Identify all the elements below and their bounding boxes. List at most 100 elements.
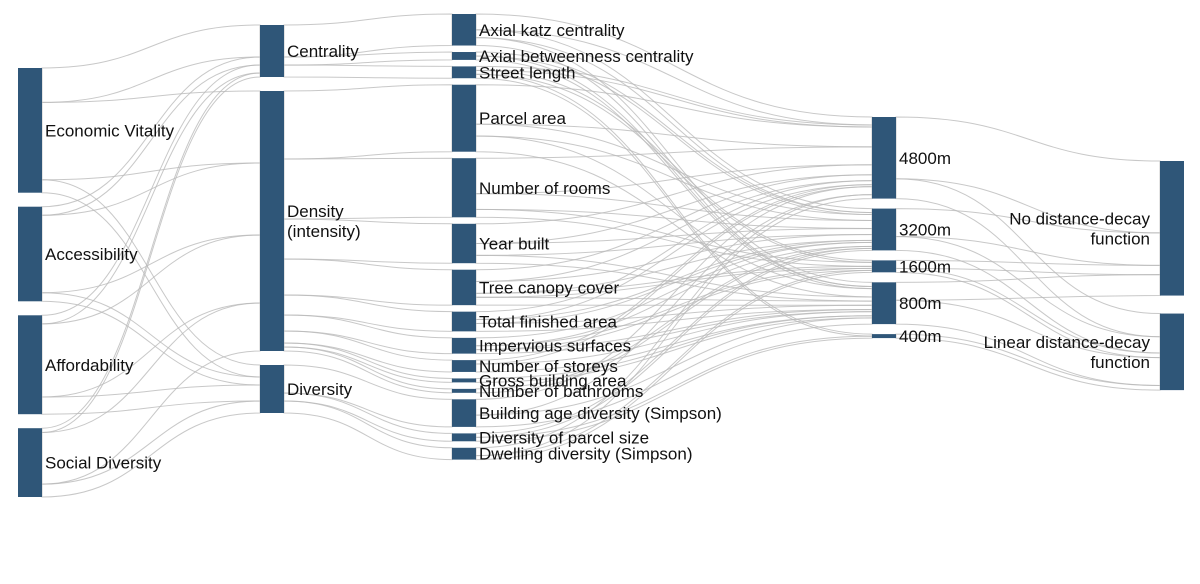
label-d1600-line-0: 1600m: [899, 257, 951, 276]
label-tcc: Tree canopy cover: [479, 278, 619, 297]
label-den-line-0: Density: [287, 202, 344, 221]
label-d400: 400m: [899, 327, 942, 346]
label-akc: Axial katz centrality: [479, 21, 625, 40]
label-ev: Economic Vitality: [45, 121, 175, 140]
labels-layer: Economic Vitality Accessibility Affordabil…: [45, 21, 1150, 473]
label-d3200-line-0: 3200m: [899, 220, 951, 239]
link-den-to-pa: [283, 84, 453, 160]
label-gba-line-0: Gross building area: [479, 371, 627, 390]
label-ev-line-0: Economic Vitality: [45, 121, 175, 140]
label-abc: Axial betweenness centrality: [479, 47, 694, 66]
node-nb: [452, 388, 476, 393]
link-den-to-tcc: [283, 258, 453, 306]
label-den-line-1: (intensity): [287, 222, 361, 241]
label-gba: Gross building area: [479, 371, 627, 390]
node-sl: [452, 66, 476, 79]
label-d1600: 1600m: [899, 257, 951, 276]
label-d4800-line-0: 4800m: [899, 149, 951, 168]
node-pa: [452, 84, 476, 152]
label-tfa-line-0: Total finished area: [479, 313, 618, 332]
label-nb-line-0: Number of bathrooms: [479, 382, 643, 401]
node-dps: [452, 433, 476, 442]
node-yb: [452, 223, 476, 264]
label-akc-line-0: Axial katz centrality: [479, 21, 625, 40]
link-den-to-nr: [283, 157, 453, 220]
node-is: [452, 337, 476, 354]
node-bad: [452, 399, 476, 427]
link-ev-to-div: [41, 179, 261, 378]
node-nodecay: [1160, 161, 1184, 296]
label-acc-line-0: Accessibility: [45, 245, 138, 264]
node-den: [260, 91, 284, 351]
label-cen: Centrality: [287, 42, 359, 61]
links-layer: [41, 13, 1161, 498]
node-ns: [452, 360, 476, 372]
label-div: Diversity: [287, 380, 353, 399]
label-sl-line-0: Street length: [479, 63, 575, 82]
label-aff: Affordability: [45, 356, 134, 375]
label-d3200: 3200m: [899, 220, 951, 239]
node-dd: [452, 447, 476, 460]
label-tfa: Total finished area: [479, 313, 618, 332]
label-nb: Number of bathrooms: [479, 382, 643, 401]
node-sd: [18, 428, 42, 497]
label-nr: Number of rooms: [479, 179, 610, 198]
node-nr: [452, 158, 476, 218]
label-d800: 800m: [899, 294, 942, 313]
label-cen-line-0: Centrality: [287, 42, 359, 61]
node-div: [260, 365, 284, 413]
label-d4800: 4800m: [899, 149, 951, 168]
label-sl: Street length: [479, 63, 575, 82]
label-acc: Accessibility: [45, 245, 138, 264]
label-bad: Building age diversity (Simpson): [479, 404, 722, 423]
label-div-line-0: Diversity: [287, 380, 353, 399]
label-aff-line-0: Affordability: [45, 356, 134, 375]
link-ev-to-cen: [41, 24, 261, 103]
label-nr-line-0: Number of rooms: [479, 179, 610, 198]
label-yb-line-0: Year built: [479, 235, 550, 254]
label-ns-line-0: Number of storeys: [479, 357, 618, 376]
label-is-line-0: Impervious surfaces: [479, 337, 631, 356]
node-acc: [18, 206, 42, 302]
label-nodecay-line-0: No distance-decay: [1009, 209, 1150, 228]
node-d800: [872, 282, 896, 325]
node-d1600: [872, 260, 896, 273]
node-ev: [18, 68, 42, 193]
label-is: Impervious surfaces: [479, 337, 631, 356]
node-akc: [452, 14, 476, 46]
label-nodecay-line-1: function: [1090, 229, 1150, 248]
node-cen: [260, 25, 284, 77]
node-lindecay: [1160, 313, 1184, 391]
label-abc-line-0: Axial betweenness centrality: [479, 47, 694, 66]
label-dps-line-0: Diversity of parcel size: [479, 428, 649, 447]
label-pa: Parcel area: [479, 109, 566, 128]
link-cen-to-sl: [283, 64, 453, 79]
label-d800-line-0: 800m: [899, 294, 942, 313]
label-ns: Number of storeys: [479, 357, 618, 376]
label-sd-line-0: Social Diversity: [45, 454, 162, 473]
node-gba: [452, 378, 476, 383]
label-lindecay-line-1: function: [1090, 353, 1150, 372]
label-d400-line-0: 400m: [899, 327, 942, 346]
node-abc: [452, 52, 476, 60]
label-tcc-line-0: Tree canopy cover: [479, 278, 619, 297]
label-dd-line-0: Dwelling diversity (Simpson): [479, 445, 693, 464]
node-d4800: [872, 117, 896, 199]
node-d3200: [872, 208, 896, 251]
label-sd: Social Diversity: [45, 454, 162, 473]
node-tcc: [452, 269, 476, 306]
link-aff-to-div: [41, 384, 261, 415]
label-dps: Diversity of parcel size: [479, 428, 649, 447]
label-lindecay-line-0: Linear distance-decay: [984, 333, 1151, 352]
label-den: Density (intensity): [287, 202, 361, 241]
node-d400: [872, 334, 896, 339]
label-nodecay: No distance-decay function: [1009, 209, 1150, 248]
label-pa-line-0: Parcel area: [479, 109, 566, 128]
link-div-to-dps: [283, 392, 453, 442]
label-yb: Year built: [479, 235, 550, 254]
nodes-layer: [18, 14, 1184, 497]
label-lindecay: Linear distance-decay function: [984, 333, 1151, 372]
label-bad-line-0: Building age diversity (Simpson): [479, 404, 722, 423]
label-dd: Dwelling diversity (Simpson): [479, 445, 693, 464]
